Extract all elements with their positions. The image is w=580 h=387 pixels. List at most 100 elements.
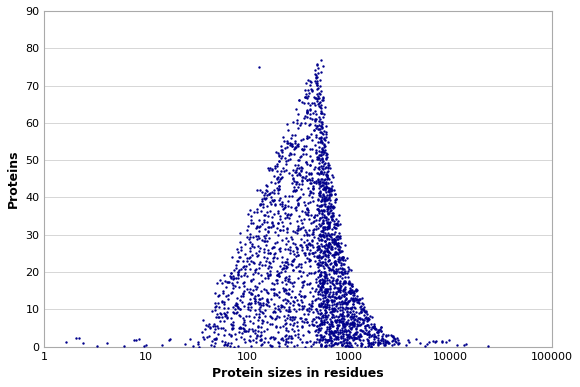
Point	[347, 334, 356, 340]
Point	[233, 248, 242, 255]
Point	[346, 314, 355, 320]
Point	[281, 275, 290, 281]
Point	[335, 265, 345, 272]
Point	[267, 321, 276, 327]
Point	[218, 338, 227, 344]
Point	[325, 277, 334, 283]
Point	[255, 201, 264, 207]
Point	[320, 238, 329, 245]
Point	[280, 139, 289, 145]
Point	[262, 296, 271, 302]
Point	[338, 265, 347, 271]
Point	[327, 238, 336, 245]
Point	[283, 328, 292, 334]
Point	[345, 287, 354, 293]
Point	[237, 299, 246, 305]
Point	[285, 212, 295, 218]
Point	[246, 286, 255, 292]
Point	[355, 330, 364, 337]
Point	[269, 251, 278, 257]
Point	[231, 262, 241, 268]
Point	[321, 303, 331, 310]
Point	[322, 154, 331, 161]
Point	[324, 223, 333, 229]
Point	[317, 342, 326, 348]
Point	[260, 286, 269, 292]
Point	[318, 220, 328, 226]
Point	[353, 318, 362, 324]
Point	[281, 161, 290, 167]
Point	[335, 319, 344, 325]
Point	[324, 330, 333, 337]
Point	[345, 340, 354, 346]
Point	[300, 240, 309, 246]
Point	[348, 297, 357, 303]
Point	[344, 279, 353, 286]
Point	[334, 288, 343, 294]
Point	[296, 168, 306, 174]
Point	[293, 140, 303, 147]
Point	[322, 156, 331, 162]
Point	[340, 268, 349, 274]
Point	[284, 305, 293, 312]
Point	[381, 333, 390, 339]
Point	[322, 185, 331, 191]
Point	[299, 115, 309, 121]
Point	[378, 340, 387, 346]
Point	[345, 320, 354, 326]
Point	[320, 164, 329, 171]
Point	[232, 302, 241, 308]
Point	[78, 340, 87, 346]
Point	[343, 327, 353, 334]
Point	[339, 286, 348, 292]
Point	[373, 340, 382, 346]
Point	[318, 202, 327, 208]
Point	[328, 342, 338, 348]
Point	[311, 288, 320, 294]
Point	[218, 298, 227, 304]
Point	[313, 92, 322, 99]
Point	[312, 247, 321, 253]
Point	[346, 316, 356, 322]
Point	[276, 195, 285, 202]
Point	[338, 318, 347, 324]
Point	[278, 206, 288, 212]
Point	[313, 77, 322, 84]
Point	[356, 337, 365, 343]
Point	[263, 298, 272, 304]
Point	[268, 220, 277, 226]
Point	[336, 312, 345, 318]
Point	[233, 269, 242, 276]
Point	[316, 151, 325, 158]
Point	[213, 314, 223, 320]
Point	[264, 235, 273, 241]
Point	[320, 292, 329, 298]
Point	[360, 315, 369, 321]
Point	[345, 297, 354, 303]
Point	[305, 338, 314, 344]
Point	[320, 271, 329, 277]
Point	[266, 250, 275, 256]
Point	[281, 320, 291, 326]
Point	[317, 156, 327, 162]
Point	[291, 138, 300, 144]
Point	[314, 302, 324, 308]
Point	[339, 287, 348, 293]
Point	[312, 123, 321, 129]
Point	[252, 286, 261, 292]
Point	[257, 196, 266, 202]
Point	[347, 311, 357, 317]
Point	[276, 175, 285, 181]
Point	[300, 94, 310, 100]
Point	[278, 165, 288, 171]
Point	[324, 232, 334, 238]
Point	[301, 229, 310, 235]
Point	[248, 220, 258, 226]
Point	[324, 220, 333, 226]
Point	[262, 188, 271, 194]
Point	[264, 224, 273, 231]
Point	[292, 169, 301, 175]
Point	[317, 283, 327, 289]
Point	[343, 268, 353, 274]
Point	[374, 334, 383, 341]
